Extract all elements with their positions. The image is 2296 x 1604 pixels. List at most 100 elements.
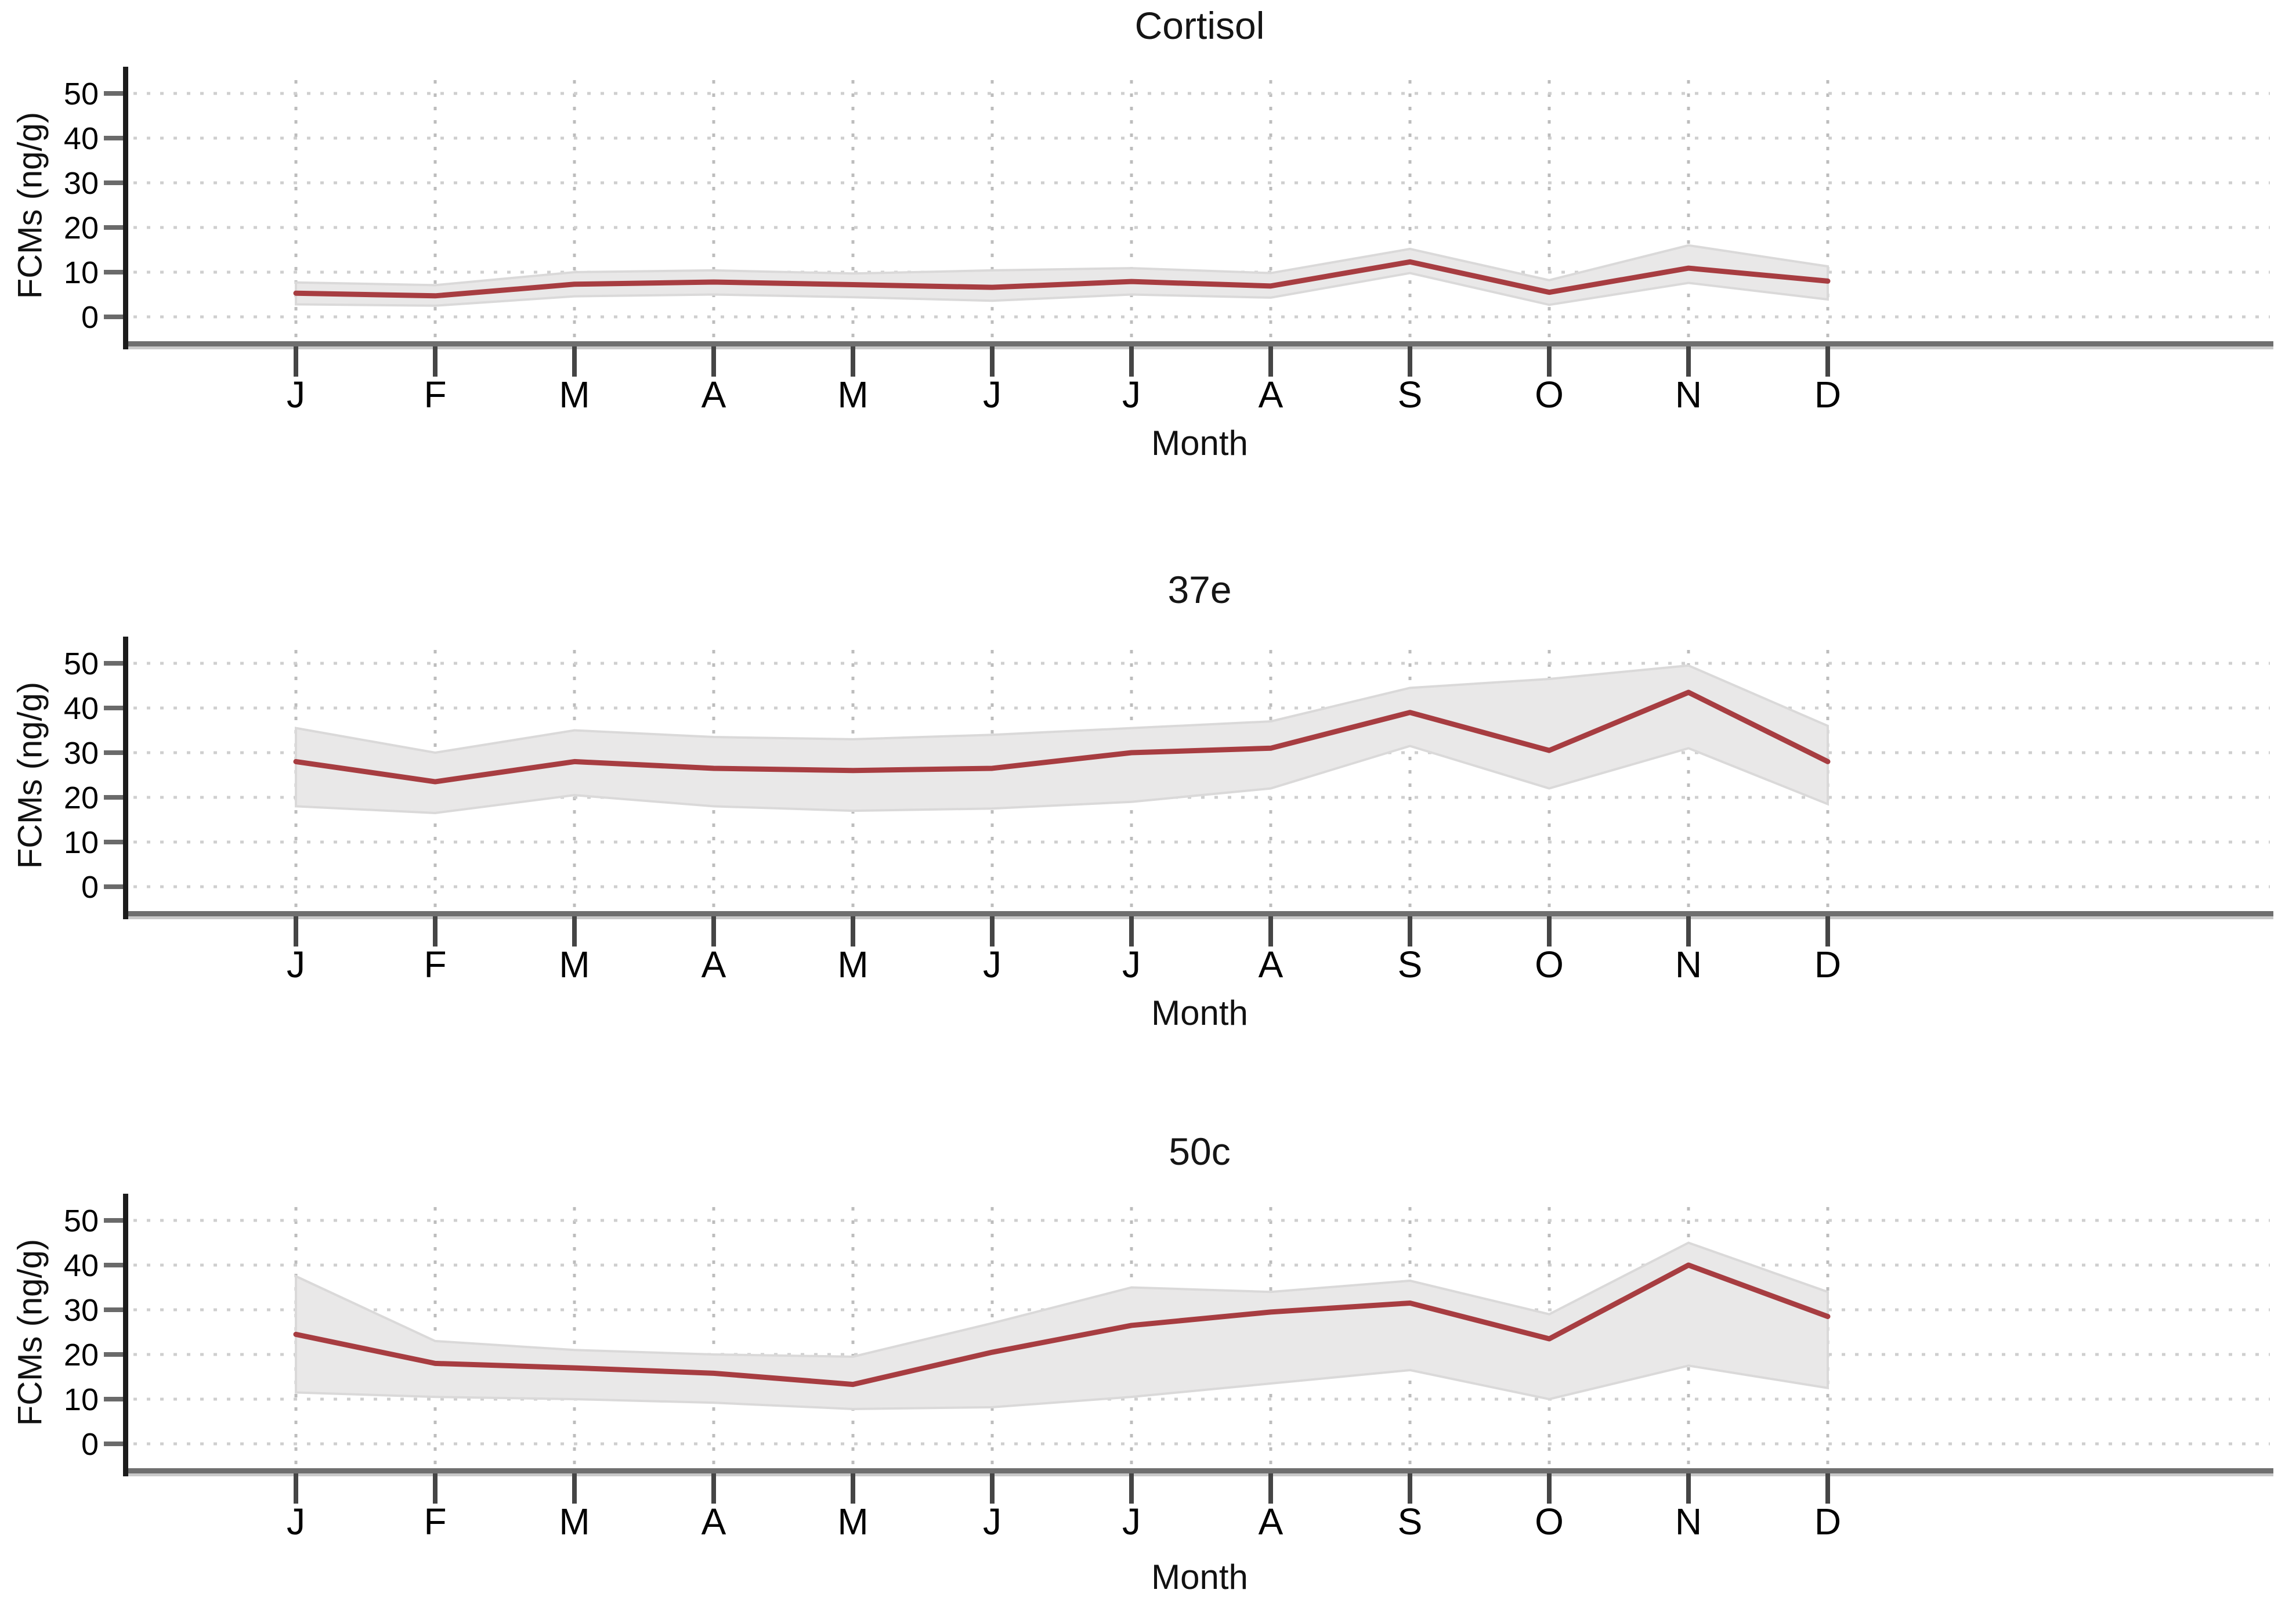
x-tick-label: A bbox=[702, 1501, 726, 1542]
x-axis-title-37e: Month bbox=[1151, 994, 1248, 1032]
x-tick-mark bbox=[1408, 1473, 1412, 1504]
x-tick-mark bbox=[851, 1473, 855, 1504]
x-tick-label: M bbox=[837, 1501, 868, 1542]
x-tick-mark bbox=[1547, 346, 1552, 377]
x-axis-line bbox=[123, 1468, 2273, 1473]
x-tick-mark bbox=[294, 916, 298, 946]
x-tick-label: S bbox=[1398, 1501, 1423, 1542]
x-tick-label: A bbox=[1259, 374, 1283, 416]
x-tick-label: S bbox=[1398, 374, 1423, 416]
y-tick-mark bbox=[104, 1397, 123, 1401]
y-tick-mark bbox=[104, 1352, 123, 1357]
x-tick-mark bbox=[990, 916, 995, 946]
x-tick-mark bbox=[990, 1473, 995, 1504]
x-tick-label: A bbox=[1259, 1501, 1283, 1542]
x-tick-mark bbox=[294, 1473, 298, 1504]
chart-title-37e: 37e bbox=[1167, 568, 1232, 611]
x-tick-mark bbox=[711, 346, 716, 377]
x-tick-mark bbox=[1547, 1473, 1552, 1504]
mean-line bbox=[293, 689, 1831, 785]
x-axis-line bbox=[123, 911, 2273, 916]
y-tick-label: 0 bbox=[81, 870, 99, 905]
x-axis-title-cortisol: Month bbox=[1151, 424, 1248, 463]
x-tick-label: O bbox=[1535, 1501, 1564, 1542]
x-tick-label: F bbox=[424, 944, 446, 985]
x-tick-mark bbox=[1408, 916, 1412, 946]
confidence-band bbox=[295, 664, 1829, 814]
y-axis-line bbox=[123, 1194, 128, 1476]
y-tick-label: 0 bbox=[81, 300, 99, 335]
x-tick-mark bbox=[1825, 346, 1830, 377]
y-tick-mark bbox=[104, 661, 123, 666]
y-axis-line bbox=[123, 637, 128, 919]
x-tick-label: O bbox=[1535, 374, 1564, 416]
x-tick-label: A bbox=[702, 944, 726, 985]
y-ticks: 0 10 20 30 40 50 bbox=[64, 1204, 123, 1462]
x-tick-mark bbox=[433, 916, 437, 946]
y-tick-label: 50 bbox=[64, 77, 99, 111]
x-tick-label: J bbox=[983, 944, 1001, 985]
x-tick-mark bbox=[572, 346, 577, 377]
x-tick-label: J bbox=[1122, 374, 1141, 416]
x-tick-label: D bbox=[1814, 1501, 1841, 1542]
confidence-band bbox=[295, 244, 1829, 307]
y-ticks: 0 10 20 30 40 50 bbox=[64, 646, 123, 905]
confidence-band bbox=[295, 1241, 1829, 1410]
x-tick-mark bbox=[990, 346, 995, 377]
x-tick-mark bbox=[1825, 916, 1830, 946]
y-tick-mark bbox=[104, 840, 123, 844]
x-tick-label: J bbox=[1122, 944, 1141, 985]
y-tick-mark bbox=[104, 1442, 123, 1446]
y-tick-mark bbox=[104, 136, 123, 140]
x-tick-mark bbox=[711, 916, 716, 946]
y-ticks: 0 10 20 30 40 50 bbox=[64, 77, 123, 335]
chart-title-cortisol: Cortisol bbox=[1134, 4, 1265, 47]
y-tick-mark bbox=[104, 795, 123, 800]
y-tick-label: 40 bbox=[64, 1248, 99, 1283]
plot-cortisol: 0 10 20 30 40 50 J F M A M J J A S O N D bbox=[64, 67, 2273, 416]
mean-line bbox=[293, 259, 1831, 299]
x-axis-title-50c: Month bbox=[1151, 1558, 1248, 1596]
panel-50c: 50c FCMs (ng/g) 0 10 20 30 40 50 J F M A M J J A S O N D … bbox=[0, 1045, 2296, 1604]
x-tick-label: F bbox=[424, 374, 446, 416]
y-tick-label: 20 bbox=[64, 1338, 99, 1372]
x-tick-mark bbox=[851, 346, 855, 377]
x-tick-mark bbox=[1129, 346, 1134, 377]
y-tick-mark bbox=[104, 1218, 123, 1223]
y-tick-mark bbox=[104, 180, 123, 185]
y-tick-label: 50 bbox=[64, 1204, 99, 1238]
x-tick-label: J bbox=[983, 1501, 1001, 1542]
x-tick-label: S bbox=[1398, 944, 1423, 985]
y-tick-mark bbox=[104, 225, 123, 230]
x-tick-mark bbox=[1547, 916, 1552, 946]
y-tick-mark bbox=[104, 750, 123, 755]
x-tick-mark bbox=[1268, 346, 1273, 377]
panel-cortisol: Cortisol FCMs (ng/g) 0 10 20 30 40 50 J F M A M J J A… bbox=[0, 0, 2296, 471]
panel-37e: 37e FCMs (ng/g) 0 10 20 30 40 50 J F M A M J J A S O N D … bbox=[0, 471, 2296, 1045]
y-tick-label: 30 bbox=[64, 736, 99, 771]
x-tick-label: J bbox=[287, 944, 305, 985]
x-tick-label: M bbox=[559, 374, 590, 416]
y-tick-label: 30 bbox=[64, 1293, 99, 1328]
x-tick-label: F bbox=[424, 1501, 446, 1542]
y-tick-label: 0 bbox=[81, 1427, 99, 1462]
y-tick-label: 10 bbox=[64, 255, 99, 290]
x-tick-label: J bbox=[1122, 1501, 1141, 1542]
x-tick-mark bbox=[433, 1473, 437, 1504]
y-tick-mark bbox=[104, 1263, 123, 1267]
y-tick-label: 40 bbox=[64, 691, 99, 726]
y-tick-label: 30 bbox=[64, 166, 99, 201]
y-tick-label: 10 bbox=[64, 825, 99, 860]
x-tick-mark bbox=[1129, 1473, 1134, 1504]
x-tick-mark bbox=[294, 346, 298, 377]
y-axis-line bbox=[123, 67, 128, 349]
chart-title-50c: 50c bbox=[1169, 1130, 1231, 1173]
plot-50c: 0 10 20 30 40 50 J F M A M J J A S O N D bbox=[64, 1194, 2273, 1542]
x-axis-line bbox=[123, 341, 2273, 346]
y-tick-mark bbox=[104, 706, 123, 710]
y-tick-label: 10 bbox=[64, 1382, 99, 1417]
x-tick-label: M bbox=[559, 944, 590, 985]
x-tick-label: M bbox=[559, 1501, 590, 1542]
